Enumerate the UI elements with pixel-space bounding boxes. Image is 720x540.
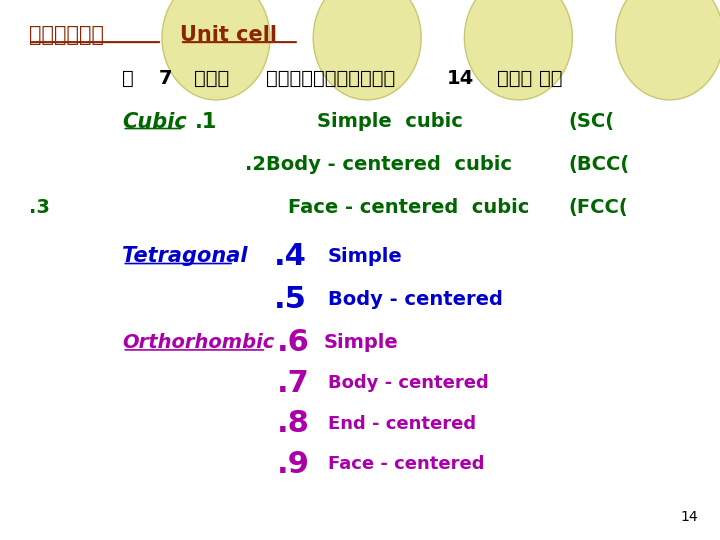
Text: .8: .8 — [277, 409, 310, 438]
Text: Simple: Simple — [328, 247, 402, 266]
Text: (FCC(: (FCC( — [569, 198, 629, 218]
Text: Unit cell: Unit cell — [180, 25, 277, 45]
Text: .9: .9 — [277, 450, 310, 479]
Text: (BCC(: (BCC( — [569, 155, 630, 174]
Text: Face - centered  cubic: Face - centered cubic — [288, 198, 529, 218]
Text: .4: .4 — [274, 242, 307, 271]
Ellipse shape — [616, 0, 720, 100]
Text: ชนดของ: ชนดของ — [29, 25, 104, 45]
Ellipse shape — [464, 0, 572, 100]
Text: .7: .7 — [277, 369, 310, 398]
Text: 14: 14 — [446, 69, 474, 88]
Text: .1: .1 — [194, 111, 217, 132]
Text: Tetragonal: Tetragonal — [122, 246, 248, 267]
Text: Body - centered: Body - centered — [328, 374, 488, 393]
Text: ชนด: ชนด — [194, 69, 230, 88]
Text: Body - centered: Body - centered — [328, 290, 503, 309]
Text: End - centered: End - centered — [328, 415, 476, 433]
Text: Face - centered: Face - centered — [328, 455, 484, 474]
Text: .2Body - centered  cubic: .2Body - centered cubic — [245, 155, 512, 174]
Text: Orthorhombic: Orthorhombic — [122, 333, 274, 353]
Text: แบงยอยรวมได: แบงยอยรวมได — [266, 69, 396, 88]
Ellipse shape — [162, 0, 270, 100]
Text: Simple: Simple — [324, 333, 399, 353]
Ellipse shape — [313, 0, 421, 100]
Text: .3: .3 — [29, 198, 50, 218]
Text: (SC(: (SC( — [569, 112, 615, 131]
Text: 14: 14 — [681, 510, 698, 524]
Text: Simple  cubic: Simple cubic — [317, 112, 463, 131]
Text: 7: 7 — [158, 69, 172, 88]
Text: .5: .5 — [274, 285, 307, 314]
Text: Cubic: Cubic — [122, 111, 187, 132]
Text: ม: ม — [122, 69, 134, 88]
Text: .6: .6 — [277, 328, 310, 357]
Text: แบบ คอ: แบบ คอ — [497, 69, 562, 88]
